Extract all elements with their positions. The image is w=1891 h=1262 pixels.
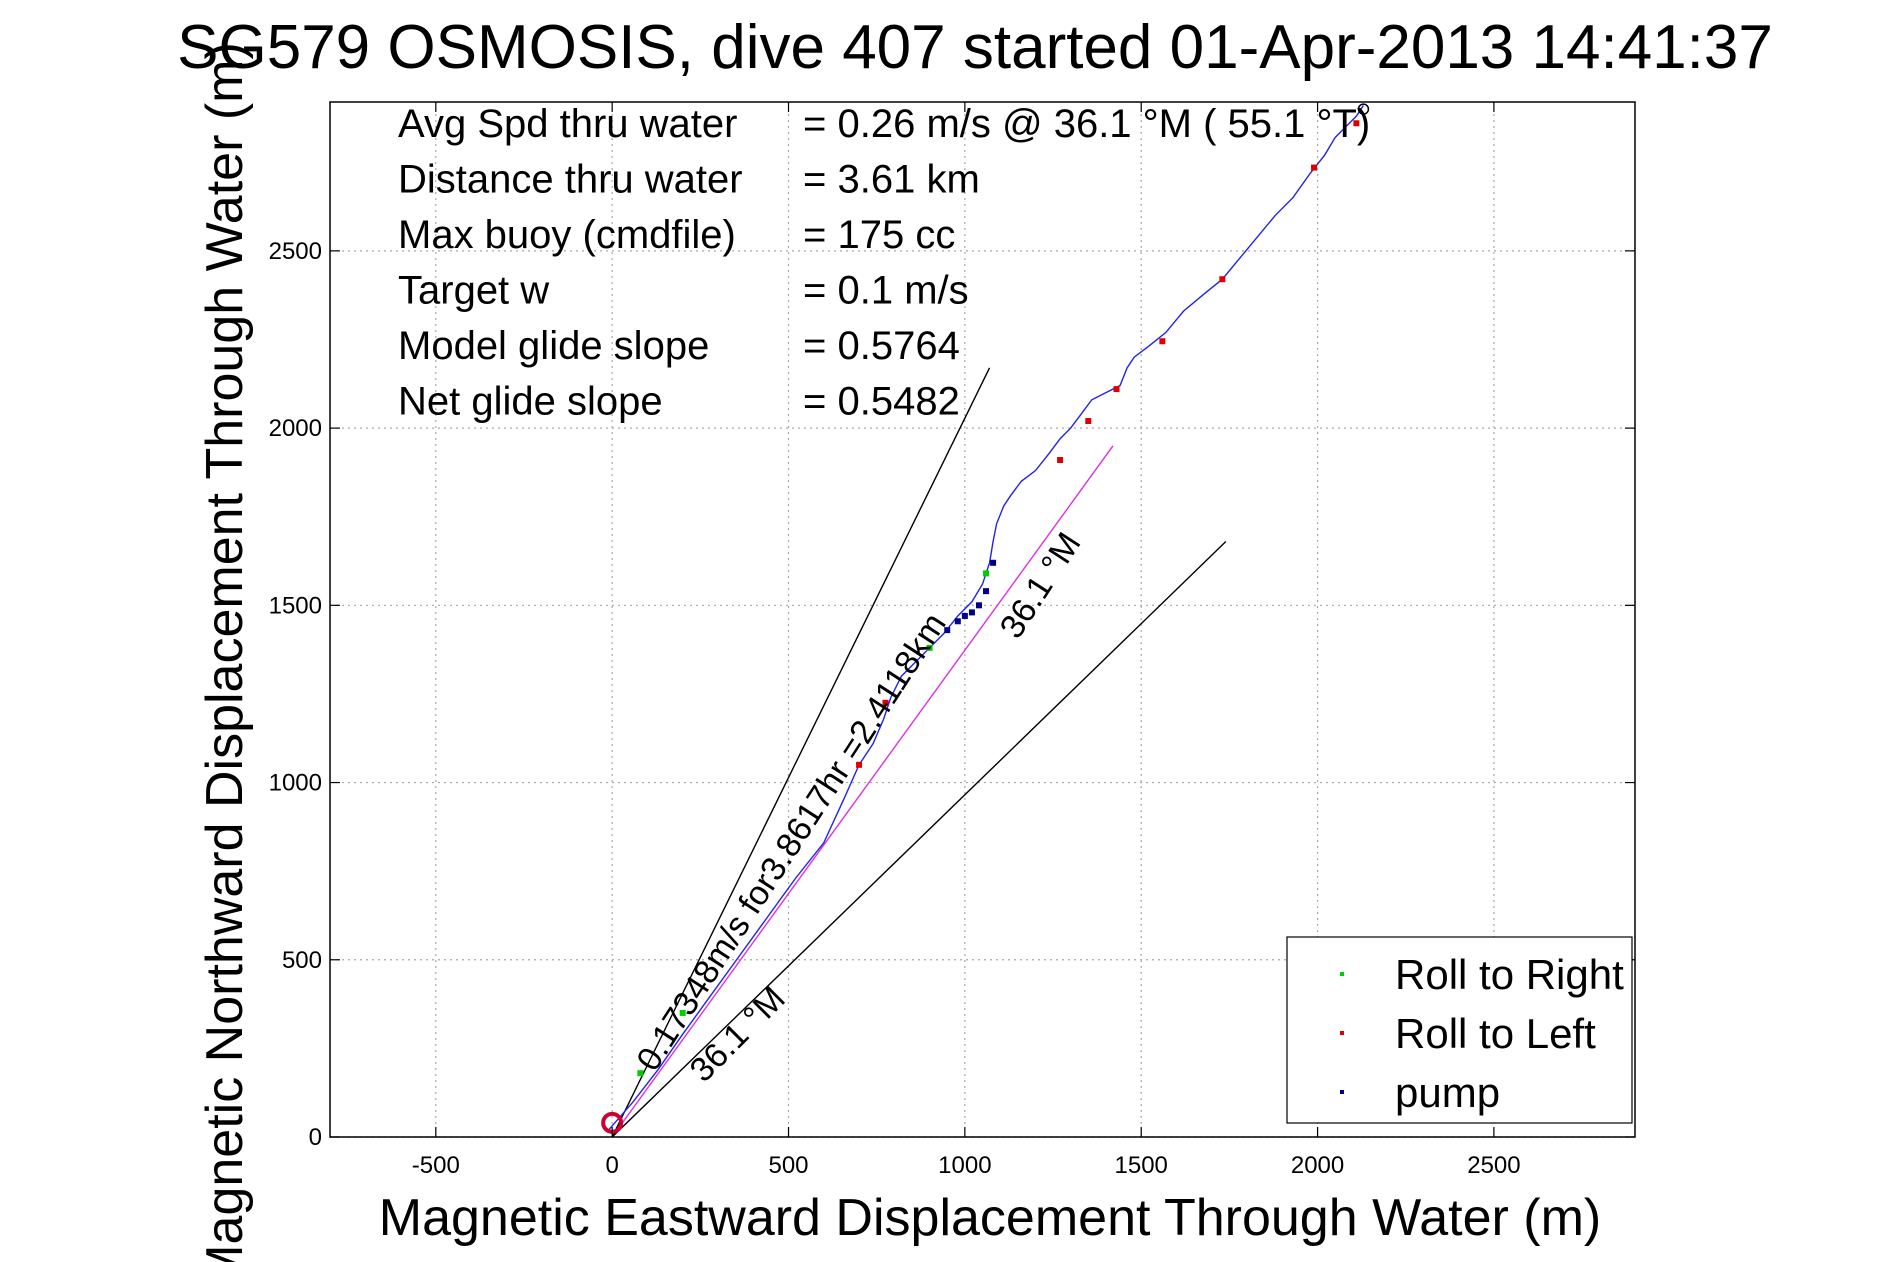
glider-track-line: [608, 105, 1365, 1131]
legend-box: [1286, 936, 1633, 1124]
roll-to-right-marker: [983, 570, 990, 577]
x-tick-label: 0: [605, 1152, 618, 1179]
pump-marker: [968, 609, 975, 616]
stats-block: Avg Spd thru water = 0.26 m/s @ 36.1 °M (…: [398, 102, 1370, 424]
net-heading-line: [611, 445, 1114, 1138]
y-tick-label: 0: [309, 1124, 322, 1151]
roll-to-left-marker: [1219, 276, 1226, 283]
roll-to-right-marker: [926, 644, 933, 651]
roll-to-left-marker: [1159, 338, 1166, 345]
stat-value: = 3.61 km: [803, 158, 980, 202]
stat-label: Max buoy (cmdfile): [398, 213, 736, 257]
roll-to-left-marker: [1057, 456, 1064, 463]
legend-marker-pump: [1340, 1090, 1344, 1094]
pump-marker: [944, 627, 951, 634]
x-tick-label: 1000: [938, 1152, 991, 1179]
chart-title: SG579 OSMOSIS, dive 407 started 01-Apr-2…: [177, 13, 1773, 82]
roll-to-left-marker: [1311, 164, 1318, 171]
stat-label: Model glide slope: [398, 324, 709, 368]
x-tick-label: 1500: [1115, 1152, 1168, 1179]
roll-to-right-marker: [679, 1009, 686, 1016]
stat-value: = 0.1 m/s: [803, 269, 969, 313]
roll-to-left-marker: [1085, 418, 1092, 425]
plot-series: [601, 103, 1370, 1138]
roll-to-left-marker: [856, 761, 863, 768]
x-axis-label: Magnetic Eastward Displacement Through W…: [379, 1189, 1601, 1247]
y-tick-label: 1000: [269, 770, 322, 797]
plot-frame: [329, 101, 1636, 1138]
end-marker: [1357, 103, 1370, 115]
y-tick-label: 1500: [269, 592, 322, 619]
roll-to-left-marker: [882, 699, 889, 706]
roll-to-right-marker: [637, 1070, 644, 1077]
envelope-lower-line: [611, 541, 1227, 1138]
pump-marker: [990, 559, 997, 566]
pump-marker: [961, 612, 968, 619]
stat-label: Avg Spd thru water: [398, 102, 737, 146]
stat-value: = 0.26 m/s @ 36.1 °M ( 55.1 °T): [803, 102, 1370, 146]
stat-label: Distance thru water: [398, 158, 743, 202]
legend-label-pump: pump: [1395, 1069, 1500, 1116]
x-tick-label: -500: [412, 1152, 460, 1179]
legend: Roll to Right Roll to Left pump: [1286, 936, 1633, 1124]
y-tick-label: 2500: [269, 238, 322, 265]
legend-marker-roll-to-right: [1340, 972, 1344, 976]
stat-label: Net glide slope: [398, 380, 663, 424]
legend-label-roll-to-right: Roll to Right: [1395, 951, 1624, 998]
x-tick-label: 2000: [1291, 1152, 1344, 1179]
pump-marker: [975, 602, 982, 609]
stat-value: = 175 cc: [803, 213, 955, 257]
x-tick-label: 500: [768, 1152, 808, 1179]
envelope-upper-line: [611, 367, 991, 1138]
y-axis-label: Magnetic Northward Displacement Through …: [196, 42, 254, 1262]
roll-to-left-marker: [1113, 386, 1120, 393]
y-tick-label: 500: [282, 947, 322, 974]
pump-marker: [954, 618, 961, 625]
x-tick-label: 2500: [1467, 1152, 1520, 1179]
stat-value: = 0.5764: [803, 324, 960, 368]
stat-value: = 0.5482: [803, 380, 960, 424]
axis-ticks: -500 0 500 1000 1500 2000 2500 0 500 1000 1500 2000…: [269, 102, 1635, 1179]
stat-label: Target w: [398, 269, 549, 313]
pump-marker: [983, 588, 990, 595]
roll-to-left-marker: [1353, 120, 1360, 127]
legend-marker-roll-to-left: [1340, 1031, 1344, 1035]
legend-label-roll-to-left: Roll to Left: [1395, 1010, 1596, 1057]
y-tick-label: 2000: [269, 415, 322, 442]
